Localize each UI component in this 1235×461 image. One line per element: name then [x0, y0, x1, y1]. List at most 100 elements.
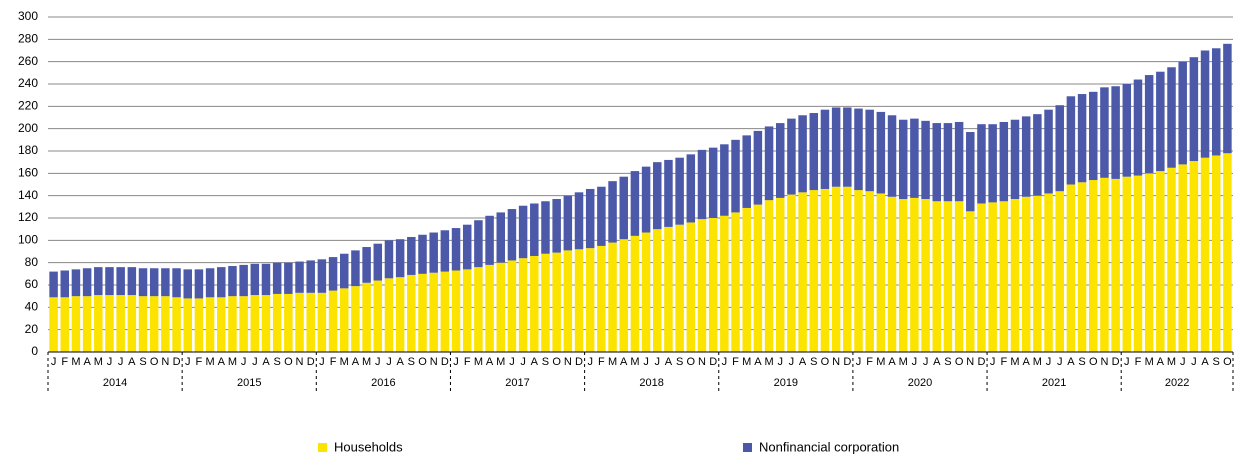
bar-segment	[351, 250, 360, 287]
x-tick-label: J	[51, 356, 57, 368]
bar-segment	[1033, 195, 1042, 352]
bar-segment	[172, 297, 181, 352]
bar-segment	[1133, 175, 1143, 352]
bar-segment	[1089, 91, 1098, 181]
x-tick-label: J	[453, 356, 459, 368]
bar-segment	[340, 253, 349, 289]
legend-swatch	[318, 443, 327, 452]
bar-segment	[1178, 164, 1187, 352]
x-tick-label: M	[206, 356, 215, 368]
bar-segment	[731, 139, 740, 213]
bar-segment	[228, 266, 237, 297]
bar-segment	[552, 252, 561, 352]
x-tick-label: O	[1089, 356, 1098, 368]
bar-segment	[340, 288, 349, 352]
x-tick-label: A	[1201, 356, 1209, 368]
bar-segment	[194, 298, 204, 352]
bar-segment	[809, 190, 819, 352]
bar-segment	[1133, 79, 1143, 176]
bar-segment	[228, 296, 237, 352]
x-tick-label: A	[799, 356, 807, 368]
x-tick-label: J	[118, 356, 124, 368]
bar-segment	[272, 262, 282, 294]
bar-segment	[1223, 153, 1232, 352]
bar-segment	[217, 297, 226, 352]
bar-segment	[675, 224, 684, 352]
x-tick-label: N	[564, 356, 572, 368]
bar-segment	[530, 255, 539, 352]
x-tick-label: O	[821, 356, 830, 368]
bar-segment	[999, 201, 1009, 352]
bar-segment	[1156, 71, 1165, 172]
bar-segment	[1044, 109, 1053, 194]
x-tick-label: M	[1167, 356, 1176, 368]
x-tick-label: M	[362, 356, 371, 368]
bar-segment	[887, 115, 897, 197]
bar-segment	[451, 270, 461, 352]
x-tick-label: O	[284, 356, 293, 368]
bar-segment	[205, 268, 215, 298]
bar-segment	[328, 257, 338, 291]
bar-segment	[1033, 114, 1042, 196]
x-tick-label: N	[966, 356, 974, 368]
bar-segment	[597, 245, 606, 352]
x-tick-label: F	[598, 356, 605, 368]
bar-segment	[1100, 87, 1109, 178]
bar-segment	[999, 121, 1009, 202]
bar-segment	[1200, 157, 1210, 352]
bar-segment	[239, 264, 248, 297]
bar-segment	[619, 176, 628, 240]
x-tick-label: J	[509, 356, 515, 368]
bar-segment	[384, 240, 394, 279]
bar-segment	[720, 215, 729, 352]
bar-segment	[943, 123, 953, 202]
x-tick-label: J	[107, 356, 113, 368]
x-tick-label: S	[408, 356, 415, 368]
bar-segment	[474, 267, 483, 352]
bar-segment	[116, 295, 125, 352]
bar-segment	[462, 224, 472, 270]
x-tick-label: S	[1078, 356, 1085, 368]
x-tick-label: M	[899, 356, 908, 368]
bar-segment	[966, 211, 975, 352]
bar-segment	[574, 192, 584, 250]
bar-segment	[720, 144, 729, 216]
bar-segment	[395, 239, 405, 278]
bar-segment	[876, 111, 886, 194]
bar-segment	[1178, 61, 1187, 165]
x-tick-label: J	[587, 356, 593, 368]
x-tick-label: N	[296, 356, 304, 368]
x-tick-label: F	[1135, 356, 1142, 368]
y-tick-label: 280	[18, 32, 38, 46]
bar-segment	[518, 205, 528, 259]
bar-segment	[351, 286, 360, 352]
x-tick-label: O	[150, 356, 159, 368]
year-label: 2022	[1165, 377, 1189, 389]
x-tick-label: J	[722, 356, 728, 368]
x-tick-label: M	[71, 356, 80, 368]
bar-segment	[887, 196, 897, 352]
bar-segment	[82, 296, 92, 352]
bar-segment	[653, 162, 662, 230]
x-tick-label: M	[1010, 356, 1019, 368]
x-tick-label: A	[1157, 356, 1165, 368]
bar-segment	[1144, 75, 1154, 174]
bar-segment	[306, 292, 315, 352]
y-tick-label: 200	[18, 121, 38, 135]
x-tick-label: J	[520, 356, 526, 368]
bar-segment	[1156, 171, 1165, 352]
bar-segment	[1066, 184, 1076, 352]
bar-segment	[1100, 177, 1109, 352]
x-tick-label: S	[676, 356, 683, 368]
year-label: 2020	[908, 377, 932, 389]
x-tick-label: A	[888, 356, 896, 368]
bar-segment	[787, 194, 796, 352]
bar-segment	[1089, 180, 1098, 352]
x-tick-label: O	[552, 356, 561, 368]
bar-segment	[1211, 155, 1221, 352]
bar-segment	[854, 190, 863, 352]
x-tick-label: M	[742, 356, 751, 368]
bar-segment	[161, 268, 170, 297]
legend-swatch	[743, 443, 752, 452]
x-tick-label: A	[486, 356, 494, 368]
